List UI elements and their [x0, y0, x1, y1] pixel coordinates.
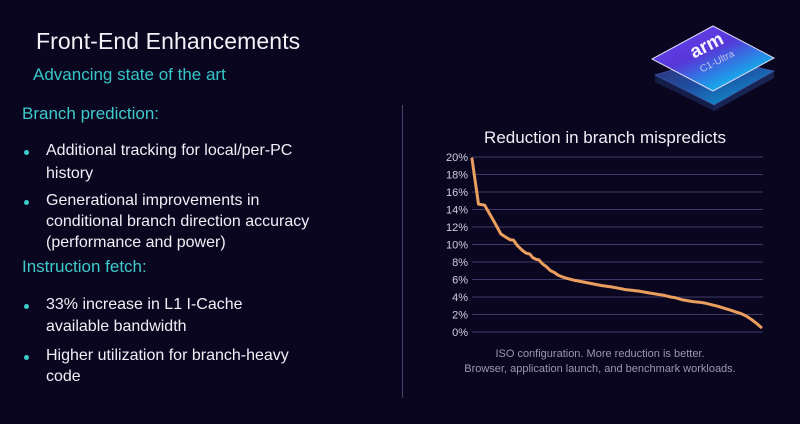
svg-text:20%: 20% — [446, 152, 468, 164]
svg-text:12%: 12% — [446, 222, 468, 234]
svg-text:8%: 8% — [452, 257, 468, 269]
svg-text:0%: 0% — [452, 327, 468, 339]
svg-text:18%: 18% — [446, 170, 468, 182]
svg-text:4%: 4% — [452, 292, 468, 304]
svg-text:2%: 2% — [452, 310, 468, 322]
svg-text:16%: 16% — [446, 187, 468, 199]
svg-text:14%: 14% — [446, 205, 468, 217]
svg-text:6%: 6% — [452, 275, 468, 287]
svg-text:10%: 10% — [446, 240, 468, 252]
